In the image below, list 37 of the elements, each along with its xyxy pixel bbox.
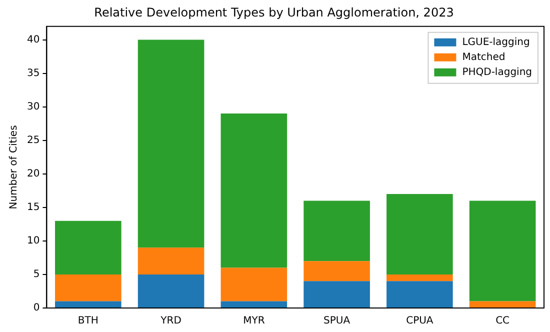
bar [55, 274, 122, 302]
bar [304, 261, 370, 282]
bar [386, 281, 453, 308]
bar [220, 114, 288, 268]
x-tick-label: YRD [160, 316, 182, 327]
bar [304, 281, 370, 308]
bar [138, 40, 204, 248]
bar [469, 301, 536, 308]
bar [220, 268, 288, 302]
y-tick-label: 5 [33, 269, 40, 280]
y-tick-label: 0 [33, 302, 40, 314]
bar [386, 274, 453, 282]
bar [220, 301, 288, 308]
bar [138, 248, 204, 274]
legend-label: Matched [462, 52, 506, 63]
y-tick-label: 15 [26, 202, 40, 214]
y-tick-label: 40 [26, 34, 40, 46]
y-tick-label: 25 [26, 134, 40, 146]
chart-title: Relative Development Types by Urban Agglomeration, 2023 [94, 5, 454, 20]
y-axis-title: Number of Cities [8, 125, 20, 210]
x-tick-label: MYR [243, 316, 265, 327]
x-tick-label: BTH [78, 316, 98, 327]
y-tick-label: 10 [26, 236, 40, 247]
bar [304, 200, 370, 262]
bar [386, 194, 453, 274]
x-tick-label: CC [496, 316, 510, 327]
y-tick-label: 35 [26, 68, 40, 79]
bar [138, 274, 204, 308]
y-tick-label: 30 [26, 101, 40, 112]
bar [55, 220, 122, 274]
bar [55, 301, 122, 308]
x-tick-label: SPUA [324, 316, 350, 327]
legend-label: PHQD-lagging [462, 66, 532, 78]
x-tick-label: CPUA [406, 316, 434, 327]
bar [469, 200, 536, 302]
y-tick-label: 20 [26, 168, 40, 180]
legend-label: LGUE-lagging [462, 36, 530, 48]
